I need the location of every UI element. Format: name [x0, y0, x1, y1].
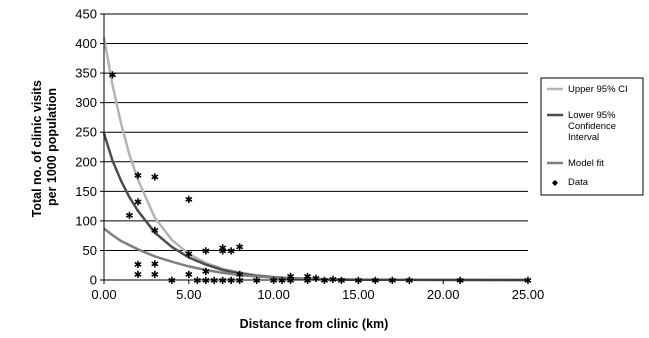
y-tick-labels: 0 50 100 150 200 250 300 350 400 450	[75, 7, 104, 288]
data-point-29: ✱	[278, 276, 286, 287]
series-line-lower	[102, 133, 529, 282]
data-point-27: ✱	[252, 276, 260, 287]
y-tick-label-200: 200	[75, 154, 97, 169]
x-tick-labels: 0.00 5.00 10.00 15.00 20.00 25.00	[91, 280, 544, 302]
data-point-23: ✱	[227, 276, 235, 287]
data-point-32: ✱	[303, 272, 311, 283]
data-point-6: ✱	[151, 173, 159, 184]
legend-label-lower-line-2: Confidence	[568, 121, 616, 132]
y-tick-label-100: 100	[75, 213, 97, 228]
data-point-5: ✱	[134, 270, 142, 281]
legend-label-model: Model fit	[568, 158, 604, 169]
series: ✱✱✱✱✱✱✱✱✱✱✱✱✱✱✱✱✱✱ ✱✱✱✱✱✱✱✱✱ ✱ ✱ ✱ ✱✱ ✱✱ ✱ ✱ ✱ ✱ ✱ ✱…	[102, 37, 532, 287]
data-point-41: ✱	[405, 276, 413, 287]
x-tick-label-20: 20.00	[427, 287, 460, 302]
data-point-18: ✱	[210, 276, 218, 287]
legend-label-lower-line-1: Lower 95%	[568, 110, 616, 121]
data-point-10: ✱	[168, 276, 176, 287]
legend-box	[540, 77, 644, 196]
axes	[103, 14, 528, 281]
data-point-30: ✱	[286, 272, 294, 283]
data-point-1: ✱	[125, 211, 133, 222]
y-tick-label-400: 400	[75, 36, 97, 51]
data-point-19: ✱	[219, 243, 227, 254]
legend-label-lower: Lower 95% Confidence Interval	[568, 110, 619, 143]
legend-label-data: Data	[568, 177, 589, 188]
data-point-22: ✱	[227, 246, 235, 257]
data-point-2: ✱	[134, 171, 142, 182]
data-point-15: ✱	[202, 246, 210, 257]
y-tick-label-250: 250	[75, 125, 97, 140]
data-point-13: ✱	[185, 270, 193, 281]
data-point-3: ✱	[134, 197, 142, 208]
y-axis-title-line-1: Total no. of clinic visits	[30, 80, 44, 217]
gridlines	[104, 13, 528, 251]
x-tick-label-15: 15.00	[342, 287, 375, 302]
y-tick-label-300: 300	[75, 95, 97, 110]
x-tick-label-25: 25.00	[512, 287, 545, 302]
y-tick-label-0: 0	[90, 273, 97, 288]
data-point-4: ✱	[134, 260, 142, 271]
data-point-16: ✱	[202, 267, 210, 278]
data-point-14: ✱	[193, 276, 201, 287]
data-point-42: ✱	[456, 276, 464, 287]
series-line-model	[103, 227, 529, 282]
data-point-17: ✱	[202, 276, 210, 287]
data-point-33: ✱	[303, 276, 311, 287]
data-point-26: ✱	[235, 276, 243, 287]
data-point-8: ✱	[151, 259, 159, 270]
data-point-39: ✱	[371, 276, 379, 287]
x-axis-title: Distance from clinic (km)	[240, 317, 389, 331]
data-point-21: ✱	[219, 276, 227, 287]
data-point-7: ✱	[151, 226, 159, 237]
data-point-24: ✱	[235, 242, 243, 253]
x-tick-label-10: 10.00	[257, 287, 290, 302]
data-point-12: ✱	[185, 249, 193, 260]
legend-label-upper: Upper 95% CI	[568, 84, 628, 95]
data-point-20: ✱	[219, 246, 227, 257]
x-tick-label-0: 0.00	[91, 287, 116, 302]
data-point-9: ✱	[151, 270, 159, 281]
data-point-0: ✱	[108, 70, 116, 81]
legend-label-lower-line-3: Interval	[568, 132, 599, 143]
data-point-25: ✱	[235, 270, 243, 281]
y-tick-label-450: 450	[75, 7, 97, 22]
x-tick-label-5: 5.00	[176, 287, 201, 302]
data-point-31: ✱	[286, 276, 294, 287]
legend: Upper 95% CI Lower 95% Confidence Interv…	[540, 77, 644, 196]
legend-swatch-data: ◆	[552, 178, 559, 187]
data-point-40: ✱	[388, 276, 396, 287]
data-point-35: ✱	[320, 276, 328, 287]
data-point-11: ✱	[185, 195, 193, 206]
y-axis-title-line-2: per 1000 population	[45, 88, 59, 206]
y-tick-label-350: 350	[75, 66, 97, 81]
data-point-37: ✱	[337, 276, 345, 287]
y-tick-label-50: 50	[83, 243, 97, 258]
y-axis-title: Total no. of clinic visits per 1000 popu…	[30, 77, 59, 218]
y-tick-label-150: 150	[75, 184, 97, 199]
